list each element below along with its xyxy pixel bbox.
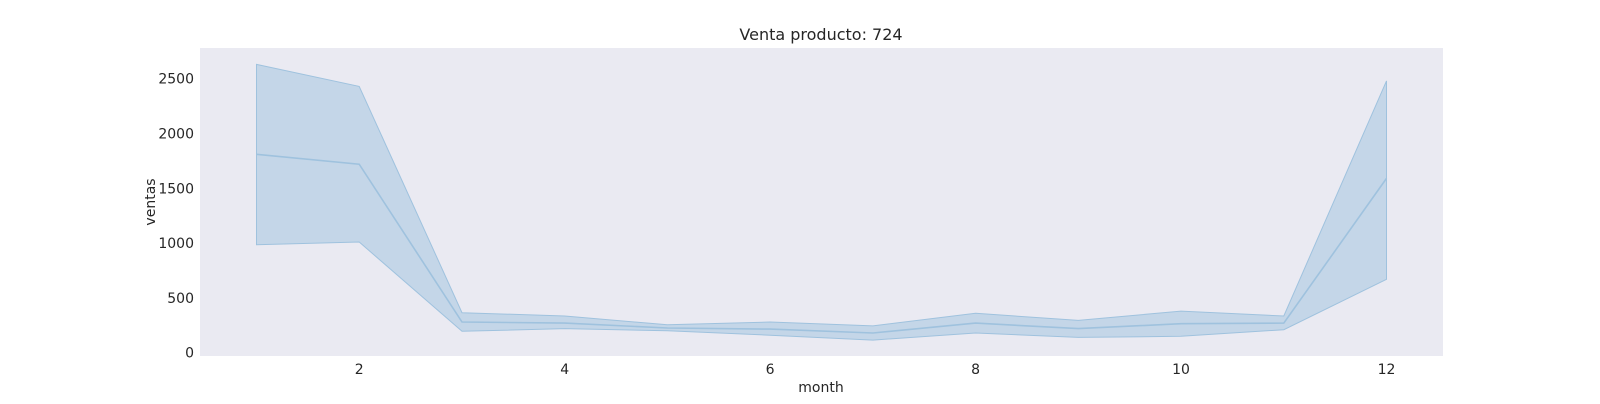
chart-title: Venta producto: 724: [739, 25, 902, 44]
x-axis-ticks: 2 4 6 8 10 12: [355, 362, 1396, 378]
y-tick-label: 500: [167, 291, 194, 307]
y-tick-label: 2000: [158, 127, 194, 143]
y-tick-label: 1500: [158, 181, 194, 197]
series-line-layer: [256, 153, 1388, 334]
series-line: [256, 153, 1388, 334]
y-tick-label: 0: [185, 346, 194, 362]
x-tick-label: 8: [971, 362, 980, 378]
x-tick-label: 12: [1378, 362, 1396, 378]
confidence-band: [256, 63, 1387, 341]
x-tick-label: 4: [560, 362, 569, 378]
x-tick-label: 10: [1172, 362, 1190, 378]
x-tick-label: 6: [766, 362, 775, 378]
x-tick-label: 2: [355, 362, 364, 378]
confidence-band-layer: [256, 63, 1387, 341]
y-axis-ticks: 0 500 1000 1500 2000 2500: [158, 72, 194, 362]
y-axis-label: ventas: [143, 178, 159, 225]
y-tick-label: 1000: [158, 236, 194, 252]
x-axis-label: month: [798, 380, 843, 396]
y-tick-label: 2500: [158, 72, 194, 88]
